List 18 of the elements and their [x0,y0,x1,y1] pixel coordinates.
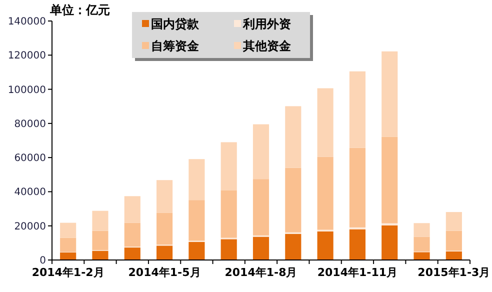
y-tick-label: 0 [40,256,46,266]
y-axis-title: 单位：亿元 [49,3,110,17]
x-tick-label: 2014年1-5月 [128,266,201,279]
legend-label: 利用外资 [242,17,291,32]
y-tick-label: 20000 [14,221,46,232]
legend-label: 其他资金 [242,39,292,54]
y-tick-label: 120000 [8,50,46,62]
x-tick-label: 2014年1-8月 [224,266,298,279]
y-tick-label: 80000 [14,118,46,130]
x-tick-label: 2014年1-2月 [32,266,104,279]
y-tick-label: 140000 [8,16,46,28]
y-tick-label: 60000 [14,153,46,164]
legend-label: 国内贷款 [151,17,200,32]
y-tick-label: 100000 [8,84,46,96]
x-tick-label: 2014年1-11月 [317,266,398,279]
legend-label: 自筹资金 [151,39,200,54]
y-tick-label: 40000 [14,187,46,198]
x-tick-label: 2015年1-3月 [418,266,490,279]
